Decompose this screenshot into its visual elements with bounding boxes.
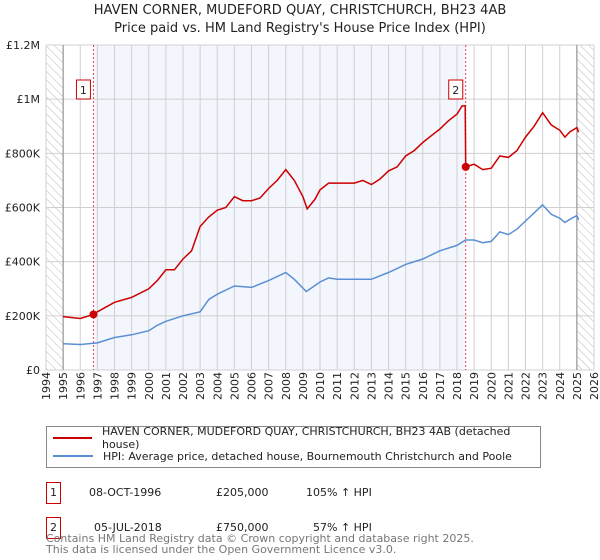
x-tick-label: 2008	[280, 372, 293, 400]
x-tick-label: 2020	[485, 372, 498, 400]
x-tick-label: 2026	[588, 372, 600, 400]
x-tick-label: 1995	[57, 372, 70, 400]
sale-date: 05-JUL-2018	[94, 521, 162, 534]
legend-swatch-red	[53, 437, 92, 439]
y-tick-label: £600K	[5, 202, 41, 215]
x-tick-label: 2009	[297, 372, 310, 400]
x-tick-label: 2014	[383, 372, 396, 400]
x-tick-label: 1999	[126, 372, 139, 400]
sale-hpi-change: 57% ↑ HPI	[313, 521, 372, 534]
footer-copyright: Contains HM Land Registry data © Crown c…	[46, 532, 474, 545]
x-tick-label: 2022	[520, 372, 533, 400]
x-tick-label: 2016	[417, 372, 430, 400]
legend-swatch-blue	[53, 455, 93, 457]
x-tick-label: 2005	[228, 372, 241, 400]
sale-marker-badge: 1	[46, 482, 61, 504]
x-tick-label: 2004	[211, 372, 224, 400]
x-tick-label: 2017	[434, 372, 447, 400]
x-tick-label: 1994	[40, 372, 53, 400]
x-tick-label: 2018	[451, 372, 464, 400]
chart-subtitle: Price paid vs. HM Land Registry's House …	[114, 21, 486, 36]
x-tick-label: 2003	[194, 372, 207, 400]
x-tick-label: 2024	[554, 372, 567, 400]
sale-price: £205,000	[216, 486, 269, 499]
price-paid-line	[63, 105, 580, 320]
x-tick-label: 2000	[143, 372, 156, 400]
x-tick-label: 2002	[177, 372, 190, 400]
legend-label-hpi: HPI: Average price, detached house, Bour…	[103, 449, 512, 463]
sale-date: 08-OCT-1996	[89, 486, 162, 499]
footer-licence: This data is licensed under the Open Gov…	[46, 543, 397, 556]
x-tick-label: 2019	[468, 372, 481, 400]
y-tick-label: £200K	[5, 310, 41, 323]
sale-price: £750,000	[216, 521, 269, 534]
line-chart: £0 £200K £400K £600K £800K £1M £1.2M 1994 1995 19…	[5, 39, 600, 400]
y-tick-label: £1M	[17, 93, 41, 106]
legend-item-hpi: HPI: Average price, detached house, Bour…	[53, 448, 512, 464]
x-tick-label: 2006	[246, 372, 259, 400]
sale-hpi-change: 105% ↑ HPI	[306, 486, 372, 499]
x-tick-label: 2007	[263, 372, 276, 400]
x-tick-label: 2010	[314, 372, 327, 400]
sale-annotation-box	[75, 79, 91, 100]
y-tick-label: £400K	[5, 256, 41, 269]
x-tick-label: 1998	[109, 372, 122, 400]
sale-point	[89, 310, 98, 319]
legend-item-property: HAVEN CORNER, MUDEFORD QUAY, CHRISTCHURC…	[53, 425, 540, 451]
legend-label-property: HAVEN CORNER, MUDEFORD QUAY, CHRISTCHURC…	[101, 425, 511, 451]
x-tick-label: 2001	[160, 372, 173, 400]
sale-annotation-box	[448, 79, 464, 100]
x-tick-label: 2011	[331, 372, 344, 400]
y-tick-label: £800K	[5, 147, 41, 160]
x-tick-label: 2023	[537, 372, 550, 400]
x-tick-label: 2025	[571, 372, 584, 400]
hpi-line	[63, 203, 580, 346]
chart-title: HAVEN CORNER, MUDEFORD QUAY, CHRISTCHURC…	[93, 3, 507, 18]
sale-annotation-label: 1	[80, 84, 87, 97]
x-tick-label: 2012	[348, 372, 361, 400]
sale-point	[461, 162, 470, 171]
legend: HAVEN CORNER, MUDEFORD QUAY, CHRISTCHURC…	[46, 425, 541, 468]
x-tick-label: 2013	[365, 372, 378, 400]
x-tick-label: 2021	[502, 372, 515, 400]
x-tick-label: 2015	[400, 372, 413, 400]
y-tick-label: £0	[26, 364, 40, 377]
x-tick-label: 1997	[91, 372, 104, 400]
sale-annotation-label: 2	[452, 84, 459, 97]
y-tick-label: £1.2M	[6, 39, 40, 52]
sale-marker-badge: 2	[46, 517, 61, 539]
x-tick-label: 1996	[74, 372, 87, 400]
